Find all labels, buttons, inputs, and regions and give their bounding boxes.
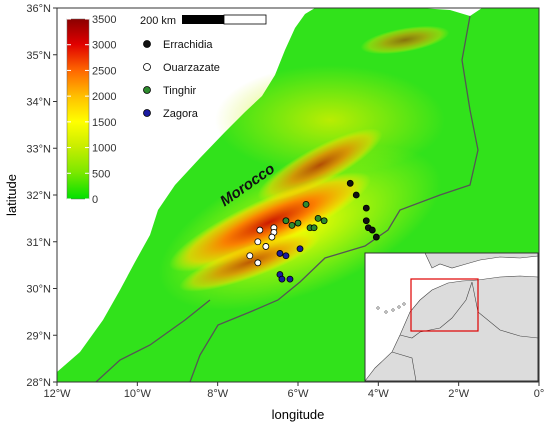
- station-point: [314, 214, 322, 222]
- station-point: [352, 191, 360, 199]
- scale-bar-label: 200 km: [140, 15, 176, 27]
- station-point: [346, 179, 354, 187]
- station-point: [362, 204, 370, 212]
- x-tick-label: 0°: [534, 388, 545, 400]
- x-tick-label: 10°W: [124, 388, 152, 400]
- scale-bar: 200 km: [140, 14, 267, 27]
- station-point: [282, 217, 290, 225]
- station-point: [302, 200, 310, 208]
- inset-map: [364, 252, 539, 382]
- station-point: [254, 238, 262, 246]
- inset-borders: [391, 281, 539, 382]
- station-point: [278, 275, 286, 283]
- x-tick-label: 12°W: [43, 388, 71, 400]
- relief-middle-atlas: [257, 128, 383, 202]
- legend-label: Ouarzazate: [163, 62, 220, 74]
- colorbar-tick-label: 0: [92, 194, 98, 206]
- x-tick-label: 6°W: [288, 388, 310, 400]
- x-tick-label: 2°W: [448, 388, 470, 400]
- legend-label: Tinghir: [163, 85, 197, 97]
- colorbar-tick-label: 500: [92, 168, 110, 180]
- inset-island: [391, 308, 395, 312]
- y-tick-label: 29°N: [26, 330, 51, 342]
- y-tick-label: 33°N: [26, 143, 51, 155]
- legend-marker: [143, 40, 151, 48]
- inset-frame: [364, 252, 539, 382]
- inset-extent-box: [410, 278, 479, 332]
- axis-ticks: 12°W 10°W 8°W 6°W 4°W 2°W 0° 28°N 29°N 30°N 31°N 32…: [26, 3, 544, 400]
- station-point: [282, 252, 290, 260]
- colorbar-gradient: [66, 18, 90, 200]
- colorbar-ticks: 0 500 1000 1500 2000 2500 3000 3500: [67, 14, 116, 206]
- colorbar-tick-label: 2000: [92, 91, 116, 103]
- station-point: [262, 243, 270, 250]
- colorbar: 0 500 1000 1500 2000 2500 3000 3500: [66, 14, 116, 206]
- x-tick-label: 8°W: [207, 388, 229, 400]
- y-axis-title: latitude: [4, 174, 19, 216]
- colorbar-tick-label: 2500: [92, 65, 116, 77]
- station-point: [368, 226, 376, 234]
- station-point: [320, 217, 328, 225]
- colorbar-tick-label: 1500: [92, 117, 116, 129]
- station-point: [268, 233, 276, 241]
- station-point: [276, 250, 284, 257]
- relief-anti-atlas: [179, 232, 321, 292]
- x-axis-title: longitude: [272, 407, 325, 422]
- station-point: [296, 245, 304, 253]
- station-point: [246, 252, 254, 260]
- station-point: [372, 233, 380, 241]
- y-tick-label: 36°N: [26, 3, 51, 15]
- inset-island: [397, 305, 401, 309]
- y-tick-label: 30°N: [26, 284, 51, 296]
- y-tick-label: 35°N: [26, 50, 51, 62]
- x-tick-label: 4°W: [368, 388, 390, 400]
- station-point: [254, 259, 262, 267]
- station-point: [288, 221, 296, 229]
- station-legend: Errachidia Ouarzazate Tinghir Zagora: [143, 39, 220, 120]
- scale-bar-white: [223, 14, 267, 25]
- y-tick-label: 31°N: [26, 237, 51, 249]
- inset-island: [376, 306, 380, 310]
- inset-island: [402, 302, 406, 306]
- border-line-west: [95, 299, 211, 382]
- y-tick-label: 28°N: [26, 377, 51, 389]
- inset-africa: [364, 275, 539, 382]
- station-point: [294, 219, 302, 227]
- y-tick-label: 34°N: [26, 97, 51, 109]
- legend-marker: [143, 109, 151, 117]
- colorbar-tick-label: 3000: [92, 40, 116, 52]
- station-point: [256, 226, 264, 234]
- station-point: [362, 217, 370, 225]
- legend-label: Errachidia: [163, 39, 213, 51]
- scale-bar-black: [182, 15, 224, 24]
- relief-rif: [360, 25, 450, 55]
- station-point: [310, 224, 318, 232]
- station-point: [286, 275, 294, 283]
- colorbar-tick-label: 1000: [92, 143, 116, 155]
- legend-marker: [143, 86, 151, 94]
- inset-island: [384, 310, 388, 314]
- y-tick-label: 32°N: [26, 190, 51, 202]
- legend-marker: [143, 63, 151, 71]
- legend-label: Zagora: [163, 108, 199, 120]
- colorbar-tick-label: 3500: [92, 14, 116, 26]
- station-points: [246, 179, 380, 283]
- relief-high-atlas: [169, 172, 371, 272]
